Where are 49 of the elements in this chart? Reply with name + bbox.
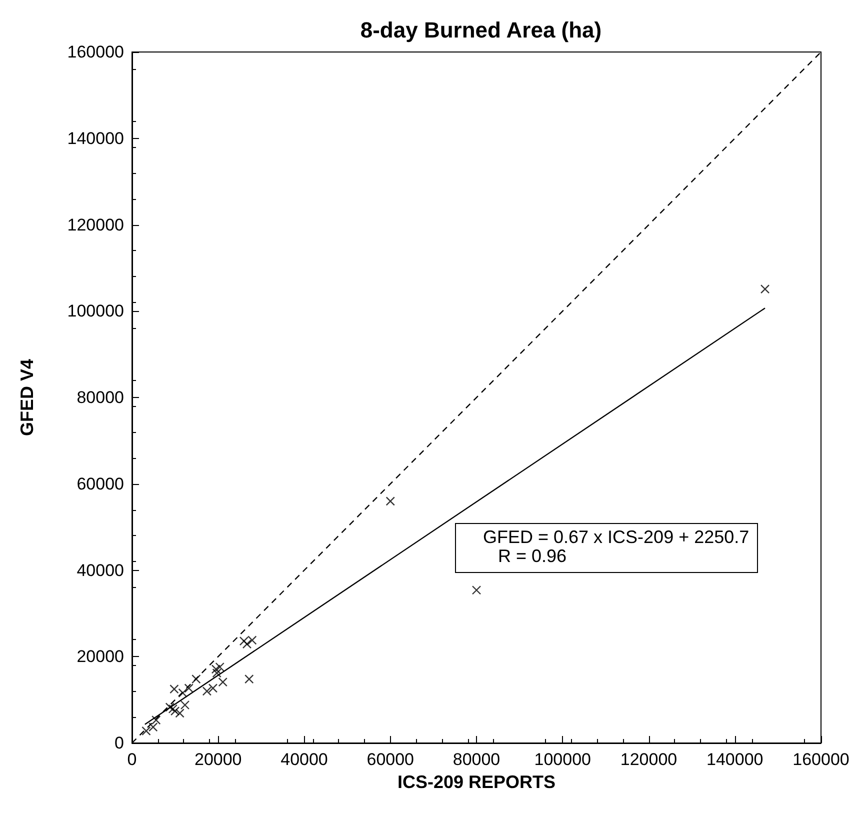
y-tick-label: 160000 <box>67 42 124 62</box>
y-tick-label: 140000 <box>67 128 124 148</box>
point <box>148 722 158 732</box>
x-tick-label: 0 <box>127 750 137 769</box>
annotation: GFED = 0.67 x ICS-209 + 2250.7 <box>483 527 750 547</box>
point <box>170 706 180 716</box>
point <box>175 708 184 718</box>
x-tick-label: 60000 <box>366 750 414 769</box>
point <box>386 496 395 506</box>
point <box>168 704 178 714</box>
point <box>760 284 770 294</box>
point <box>180 700 190 710</box>
point <box>242 640 252 649</box>
x-tick-label: 20000 <box>194 750 242 769</box>
y-tick-label: 40000 <box>76 560 124 580</box>
point <box>239 636 249 646</box>
point <box>184 684 194 693</box>
x-axis-title: ICS-209 REPORTS <box>397 772 556 792</box>
y-tick-label: 0 <box>114 734 124 752</box>
point <box>472 586 482 595</box>
point <box>202 686 212 696</box>
equation-box: GFED = 0.67 x ICS-209 + 2250.7 R = 0.96 <box>455 523 758 573</box>
point <box>170 684 179 694</box>
point <box>152 716 161 725</box>
point <box>244 674 254 684</box>
y-tick-label: 60000 <box>76 474 124 494</box>
point <box>218 678 228 687</box>
x-tick-label: 160000 <box>792 750 850 769</box>
x-tick-label: 140000 <box>706 750 764 769</box>
x-tick-label: 120000 <box>620 750 678 769</box>
point <box>165 702 174 712</box>
point <box>192 674 201 684</box>
y-tick-label: 80000 <box>76 388 124 407</box>
x-tick-label: 80000 <box>452 750 500 769</box>
y-tick-label: 120000 <box>67 215 124 234</box>
point <box>248 636 257 645</box>
x-tick-label: 40000 <box>280 750 328 769</box>
point <box>142 726 151 736</box>
y-tick-label: 20000 <box>76 647 124 666</box>
annotation: R = 0.96 <box>497 546 568 566</box>
point <box>211 664 221 674</box>
point <box>215 662 224 672</box>
point <box>178 688 188 698</box>
chart-title: 8-day Burned Area (ha) <box>360 18 602 42</box>
x-tick-label: 100000 <box>534 750 591 769</box>
y-axis-title: GFED V4 <box>17 358 37 436</box>
y-tick-label: 100000 <box>67 302 124 321</box>
point <box>212 668 222 678</box>
point <box>208 684 218 693</box>
